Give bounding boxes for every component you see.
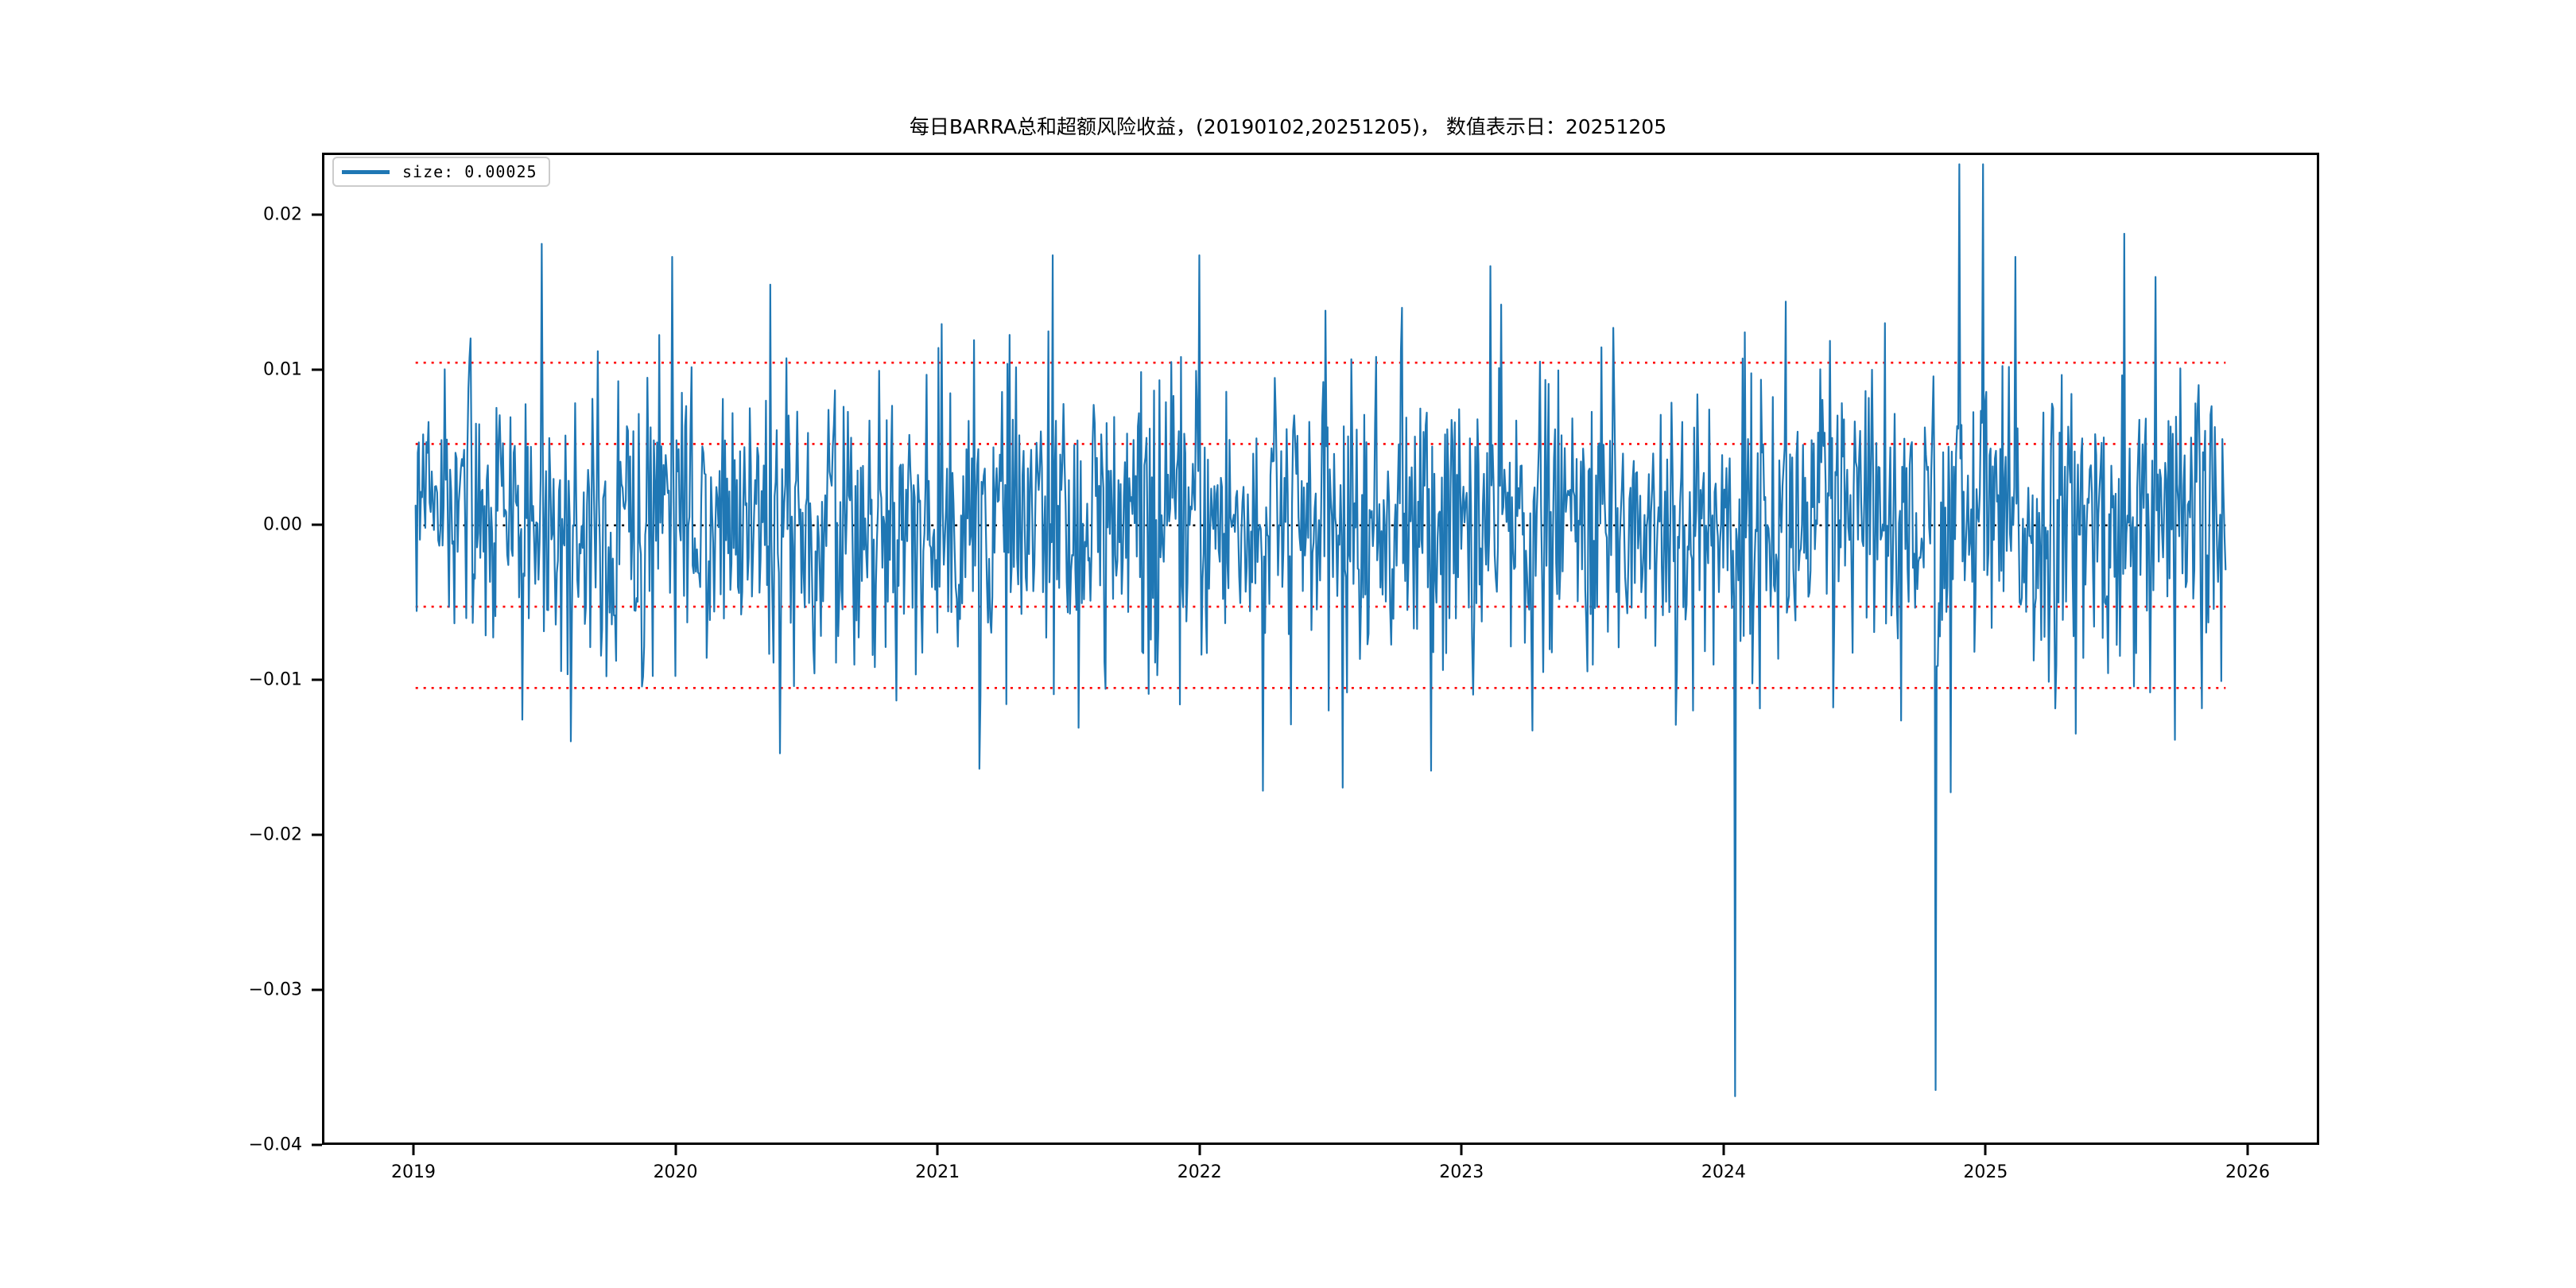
y-tick-mark [312,833,322,836]
y-tick-mark [312,1143,322,1146]
x-tick-mark [1984,1145,1987,1155]
legend-entry-label: size: 0.00025 [402,162,537,181]
x-tick-label: 2021 [915,1162,960,1182]
x-tick-mark [1460,1145,1463,1155]
x-tick-mark [936,1145,939,1155]
legend-line-swatch [342,169,390,174]
plot-axes [322,153,2319,1145]
x-tick-label: 2022 [1177,1162,1222,1182]
y-tick-mark [312,523,322,526]
y-tick-label: −0.01 [248,669,302,690]
x-tick-mark [2246,1145,2249,1155]
x-tick-label: 2019 [391,1162,436,1182]
x-tick-label: 2020 [653,1162,698,1182]
y-tick-label: −0.02 [248,824,302,845]
chart-title: 每日BARRA总和超额风险收益，(20190102,20251205)， 数值表… [909,115,1667,138]
y-tick-mark [312,213,322,216]
x-tick-label: 2024 [1701,1162,1746,1182]
x-tick-mark [412,1145,415,1155]
x-tick-mark [1198,1145,1201,1155]
series-line-size [414,163,2227,1097]
y-tick-label: −0.03 [248,980,302,1000]
y-tick-mark [312,988,322,991]
x-tick-mark [674,1145,677,1155]
x-tick-mark [1722,1145,1725,1155]
legend-box[interactable]: size: 0.00025 [332,157,550,187]
y-tick-label: −0.04 [248,1135,302,1155]
x-tick-label: 2026 [2225,1162,2270,1182]
y-tick-label: 0.02 [263,204,302,225]
x-tick-label: 2025 [1963,1162,2008,1182]
y-tick-mark [312,678,322,681]
y-tick-mark [312,368,322,371]
x-tick-label: 2023 [1439,1162,1484,1182]
plot-surface [324,155,2317,1143]
y-tick-label: 0.00 [263,514,302,535]
series-canvas [414,163,2227,1097]
y-tick-label: 0.01 [263,359,302,380]
